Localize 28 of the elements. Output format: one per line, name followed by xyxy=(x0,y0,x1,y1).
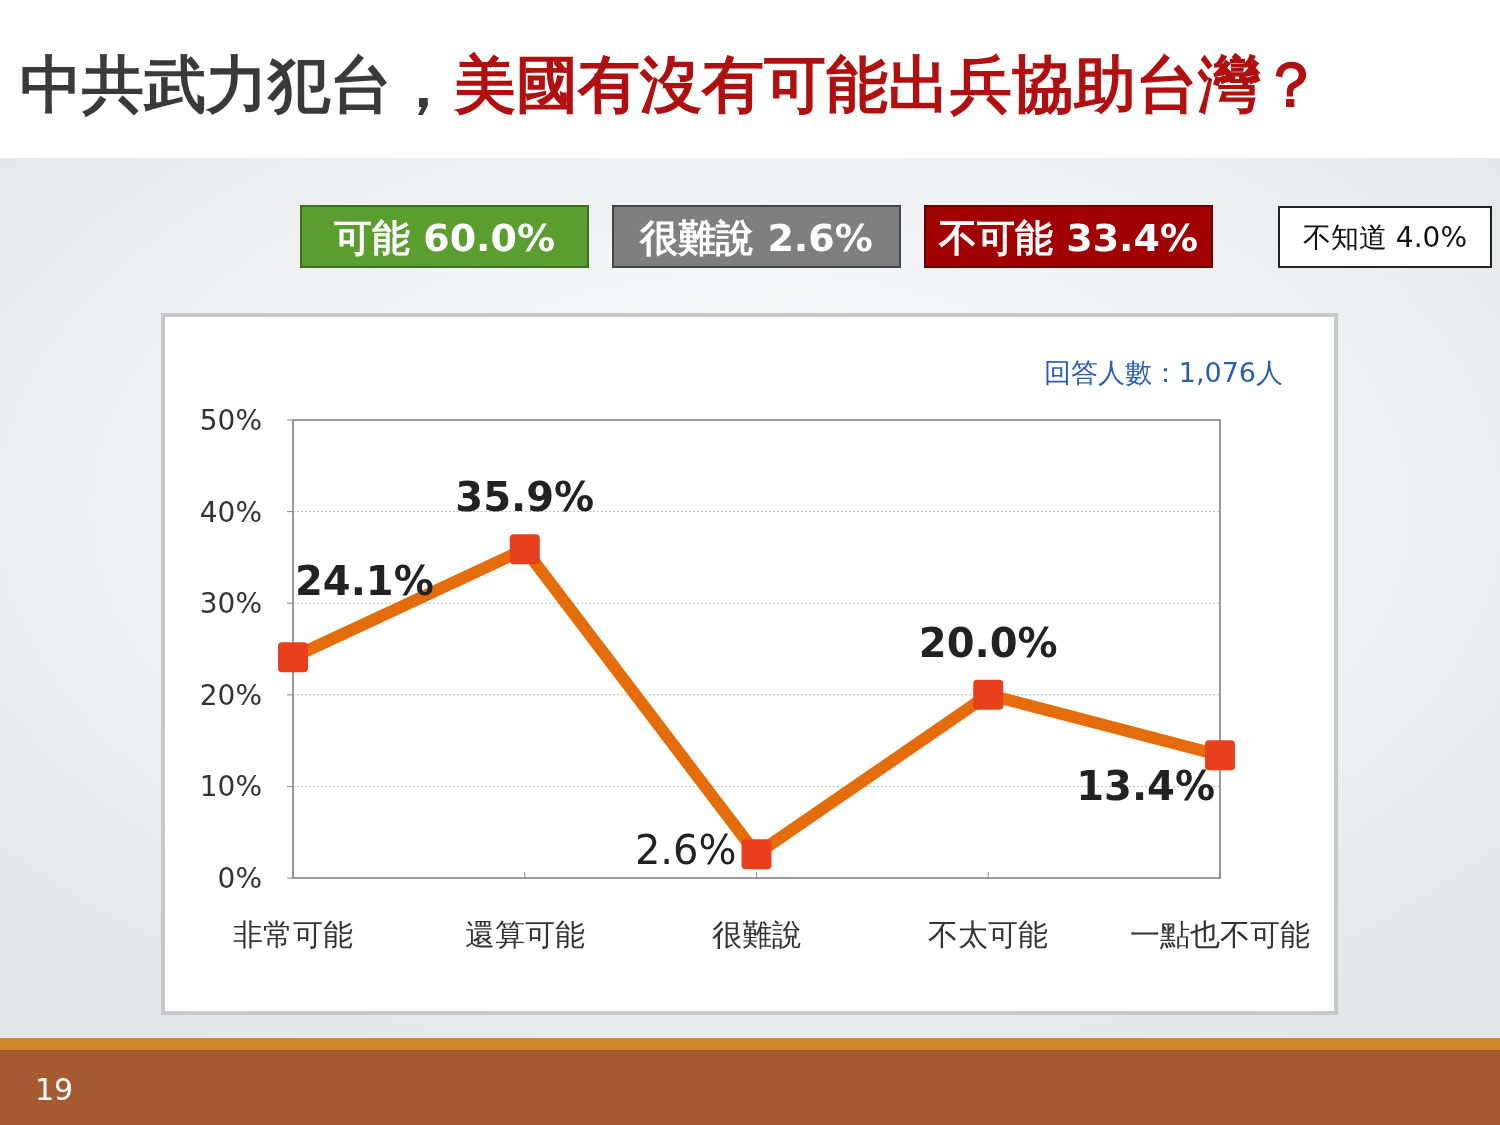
x-tick-label: 還算可能 xyxy=(464,917,585,952)
x-tick-label: 不太可能 xyxy=(928,917,1049,952)
data-label: 24.1% xyxy=(295,558,434,605)
text: 19 xyxy=(35,1072,74,1107)
x-tick-label: 很難說 xyxy=(711,917,802,952)
x-tick-label: 非常可能 xyxy=(233,917,353,952)
y-tick-label: 50% xyxy=(199,404,262,437)
data-label: 35.9% xyxy=(455,474,595,521)
chart-title: 中共武力犯台，美國有沒有可能出兵協助台灣？ xyxy=(20,48,1322,121)
point xyxy=(741,839,772,870)
point xyxy=(973,679,1004,710)
text: 很難說 2.6% xyxy=(639,216,873,260)
y-tick-label: 30% xyxy=(199,587,262,621)
x-tick-label: 一點也不可能 xyxy=(1130,917,1310,952)
text: 回答人數：1,076人 xyxy=(1043,357,1283,388)
point xyxy=(278,642,308,673)
text: 不可能 33.4% xyxy=(937,216,1199,260)
data-label: 20.0% xyxy=(918,619,1058,666)
point xyxy=(1205,740,1235,771)
data-label: 13.4% xyxy=(1076,763,1215,810)
y-tick-label: 0% xyxy=(217,862,262,895)
data-label: 2.6% xyxy=(634,827,737,874)
point xyxy=(509,534,540,565)
y-tick-label: 10% xyxy=(199,770,262,804)
y-tick-label: 20% xyxy=(199,678,262,712)
text: 不知道 4.0% xyxy=(1302,221,1468,254)
text: 可能 60.0% xyxy=(333,216,556,260)
y-tick-label: 40% xyxy=(199,495,262,529)
